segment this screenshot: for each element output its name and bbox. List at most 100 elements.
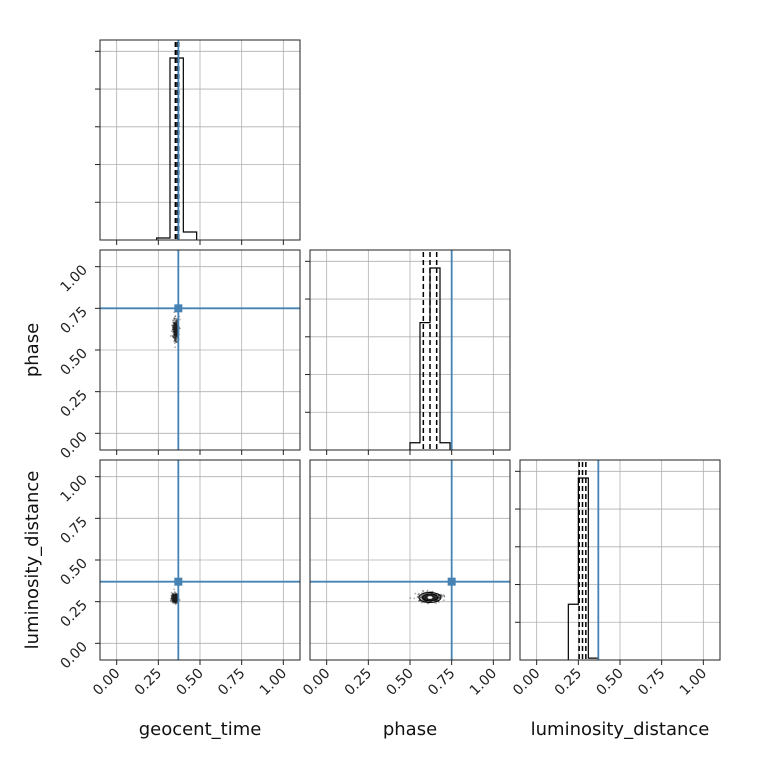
sample-point — [172, 327, 175, 330]
sample-point — [173, 342, 176, 345]
sample-point — [171, 327, 174, 329]
sample-point — [175, 341, 178, 344]
sample-point — [170, 597, 173, 600]
sample-point — [420, 601, 423, 604]
sample-point — [175, 321, 177, 324]
sample-point — [173, 600, 176, 603]
sample-point — [171, 326, 174, 329]
sample-point — [173, 318, 176, 320]
sample-point — [171, 593, 174, 596]
sample-point — [174, 340, 177, 343]
x-tick-label: 0.50 — [173, 666, 206, 699]
sample-point — [174, 593, 177, 595]
histogram-panel-phase — [305, 249, 511, 455]
sample-point — [172, 321, 174, 324]
x-tick-label: 1.00 — [677, 666, 710, 699]
sample-point — [172, 336, 175, 339]
histogram-steps — [567, 477, 599, 660]
sample-point — [174, 600, 177, 603]
y-axis-label-luminosity_distance: luminosity_distance — [22, 471, 43, 650]
sample-point — [178, 599, 181, 602]
sample-point — [171, 593, 174, 596]
scatter-panel-geocent_time-vs-luminosity_distance: 0.000.250.500.751.000.00 0.25 0.50 0.75 1.00 — [57, 459, 301, 699]
sample-point — [174, 321, 177, 323]
sample-point — [438, 596, 441, 599]
sample-point — [426, 590, 429, 593]
sample-point — [172, 324, 175, 327]
sample-point — [172, 592, 174, 595]
sample-point — [171, 325, 174, 328]
sample-point — [172, 324, 175, 327]
sample-point — [171, 600, 174, 603]
sample-point — [443, 594, 446, 597]
sample-point — [171, 597, 174, 600]
sample-point — [174, 336, 177, 339]
sample-point — [438, 596, 440, 599]
x-tick-label: 1.00 — [257, 666, 290, 699]
sample-point — [441, 595, 444, 598]
sample-point — [170, 596, 173, 598]
sample-point — [418, 599, 420, 602]
sample-point — [175, 593, 177, 596]
x-axis-label-luminosity_distance: luminosity_distance — [531, 719, 710, 740]
sample-point — [174, 601, 177, 603]
sample-point — [175, 601, 178, 604]
sample-point — [175, 318, 178, 321]
sample-point — [175, 594, 178, 597]
sample-point — [175, 321, 178, 324]
sample-point — [172, 324, 175, 327]
sample-point — [171, 595, 174, 598]
sample-point — [175, 319, 178, 322]
sample-point — [174, 594, 177, 597]
sample-point — [173, 340, 175, 343]
sample-point — [172, 331, 175, 333]
sample-point — [173, 601, 176, 604]
y-tick-label: 0.25 — [57, 387, 90, 420]
sample-point — [175, 593, 178, 596]
x-tick-label: 0.50 — [593, 666, 626, 699]
sample-point — [170, 596, 173, 599]
sample-point — [174, 346, 177, 349]
sample-point — [174, 339, 177, 342]
sample-point — [175, 593, 178, 596]
sample-point — [438, 595, 441, 598]
sample-point — [437, 596, 440, 599]
sample-point — [174, 337, 177, 340]
sample-point — [171, 595, 174, 598]
y-tick-label: 0.50 — [57, 346, 90, 379]
sample-point — [171, 328, 174, 331]
sample-point — [171, 335, 174, 338]
sample-point — [175, 594, 178, 597]
sample-point — [174, 601, 177, 603]
sample-point — [170, 595, 173, 598]
sample-point — [174, 601, 177, 604]
sample-point — [431, 590, 434, 593]
x-tick-label: 0.25 — [342, 666, 375, 699]
sample-point — [171, 328, 174, 331]
x-tick-label: 0.00 — [90, 666, 123, 699]
sample-point — [175, 592, 177, 595]
sample-point — [171, 601, 174, 604]
sample-point — [171, 600, 174, 602]
sample-point — [175, 600, 178, 603]
y-tick-label: 0.50 — [57, 556, 90, 589]
sample-point — [172, 335, 175, 338]
y-axis-label-phase: phase — [22, 323, 43, 377]
sample-point — [174, 593, 177, 596]
sample-point — [419, 595, 422, 598]
contour-center — [427, 596, 433, 599]
sample-point — [172, 600, 174, 603]
sample-point — [173, 594, 176, 596]
sample-point — [173, 601, 176, 604]
sample-point — [172, 594, 175, 597]
x-tick-label: 1.00 — [467, 666, 500, 699]
sample-point — [172, 327, 175, 329]
sample-point — [170, 598, 173, 601]
sample-point — [171, 599, 174, 602]
histogram-panel-luminosity_distance: 0.00 0.25 0.50 0.75 1.00 — [510, 459, 721, 699]
sample-point — [173, 601, 176, 604]
sample-point — [172, 335, 175, 338]
sample-point — [172, 593, 175, 596]
sample-point — [174, 338, 177, 340]
sample-point — [175, 319, 178, 322]
